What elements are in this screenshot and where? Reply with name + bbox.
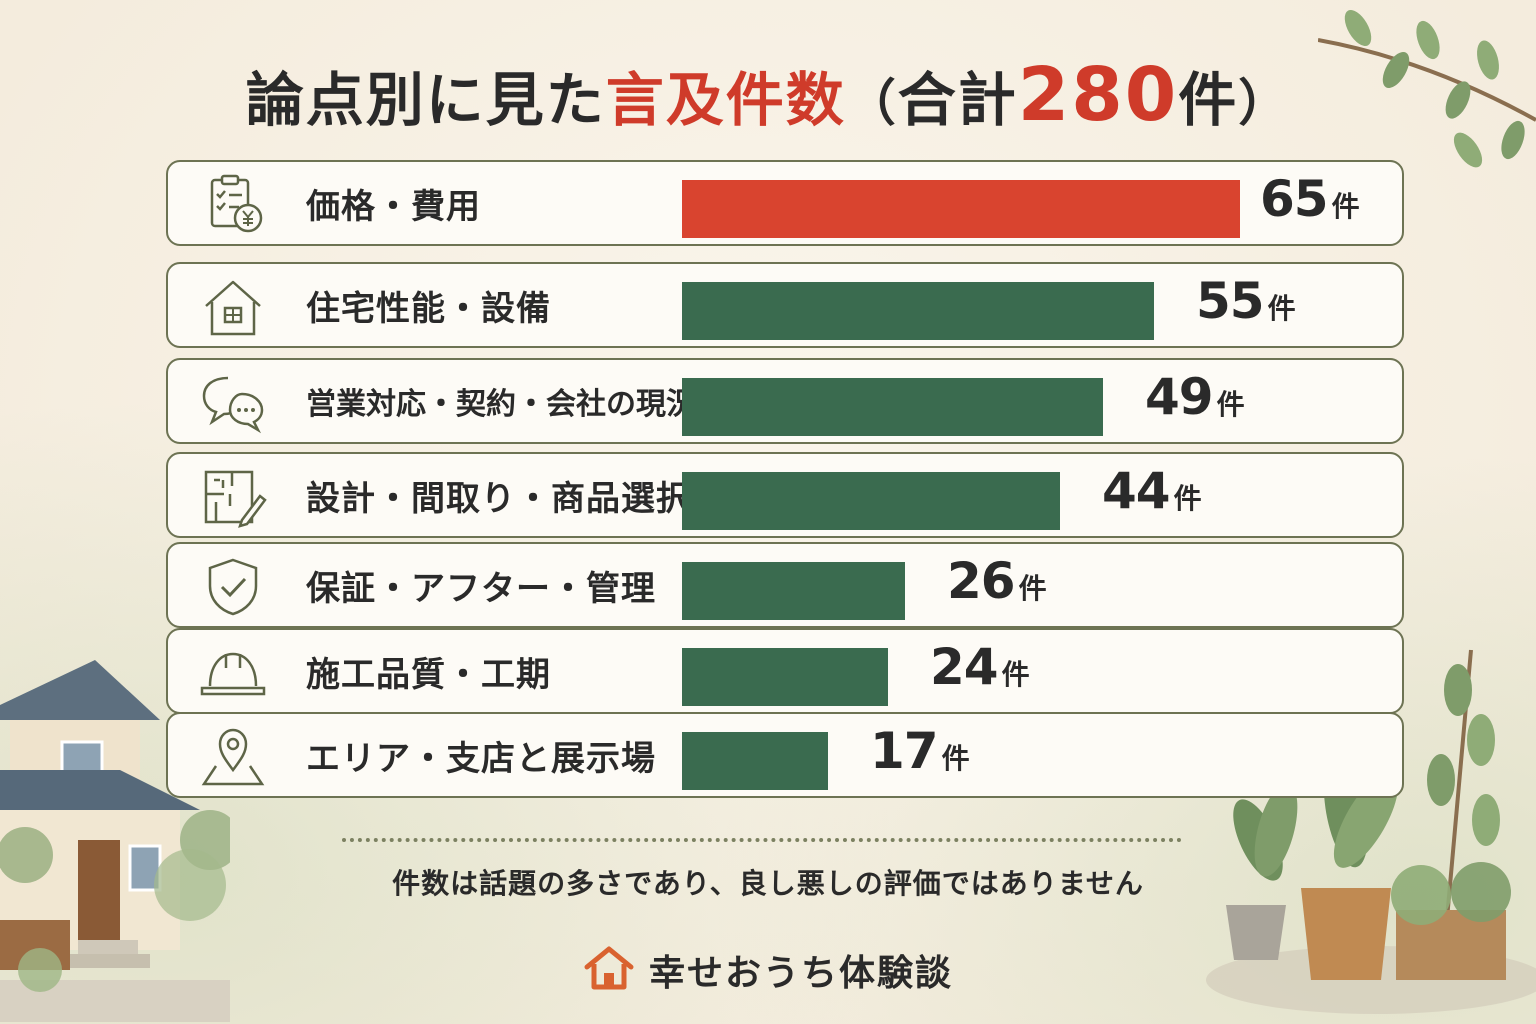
house-logo-icon [583,945,635,995]
value-label: 24 件 [930,638,1030,696]
title-total-label: 合計 [897,66,1018,134]
title-paren-close: ） [1238,74,1291,132]
title-total-unit: 件 [1178,66,1239,134]
house-illustration [0,660,230,1022]
value-label: 55 件 [1196,272,1296,330]
brand-name: 幸せおうち体験談 [648,953,953,994]
title-total-value: 280 [1017,52,1179,138]
value-number: 49 [1145,368,1214,426]
value-number: 44 [1102,462,1171,520]
brand: 幸せおうち体験談 [0,944,1536,996]
bar [682,282,1154,340]
value-label: 26 件 [947,552,1047,610]
house-icon [198,276,268,338]
value-unit: 件 [1018,572,1047,605]
chart-row: エリア・支店と展示場 17 件 [166,712,1404,798]
value-unit: 件 [1001,658,1030,691]
value-unit: 件 [1216,388,1245,421]
value-label: 65 件 [1260,170,1360,228]
chart-row: 住宅性能・設備 55 件 [166,262,1404,348]
clipboard-yen-icon [198,174,268,236]
shield-check-icon [198,556,268,618]
bar [682,562,905,620]
value-label: 49 件 [1145,368,1245,426]
chart-row: 価格・費用 65 件 [166,160,1404,246]
category-label: エリア・支店と展示場 [306,738,656,779]
bar [682,180,1240,238]
value-number: 24 [930,638,999,696]
value-label: 44 件 [1102,462,1202,520]
value-unit: 件 [1331,190,1360,223]
category-label: 営業対応・契約・会社の現況 [306,387,696,422]
category-label: 価格・費用 [306,186,481,227]
value-number: 26 [947,552,1016,610]
chart-row: 設計・間取り・商品選択 44 件 [166,452,1404,538]
category-label: 保証・アフター・管理 [306,568,656,609]
map-pin-icon [198,726,268,788]
chart-row: 施工品質・工期 24 件 [166,628,1404,714]
footnote: 件数は話題の多さであり、良し悪しの評価ではありません [392,867,1144,900]
title-accent: 言及件数 [605,66,846,134]
value-number: 65 [1260,170,1329,228]
bar [682,378,1103,436]
category-label: 設計・間取り・商品選択 [306,478,691,519]
value-number: 17 [870,722,939,780]
value-unit: 件 [1267,292,1296,325]
branch-illustration [1318,9,1536,168]
value-unit: 件 [941,742,970,775]
dotted-divider [342,838,1182,842]
chart-row: 保証・アフター・管理 26 件 [166,542,1404,628]
bar [682,472,1060,530]
bar [682,648,888,706]
bar [682,732,828,790]
value-number: 55 [1196,272,1265,330]
value-label: 17 件 [870,722,970,780]
chat-bubbles-icon [198,372,268,434]
chart-row: 営業対応・契約・会社の現況 49 件 [166,358,1404,444]
value-unit: 件 [1173,482,1202,515]
title-prefix: 論点別に見た [245,66,606,134]
title-paren-open: （ [845,74,898,132]
category-label: 住宅性能・設備 [306,288,551,329]
hard-hat-icon [198,642,268,704]
floorplan-pencil-icon [198,466,268,528]
category-label: 施工品質・工期 [306,654,551,695]
plants-illustration [1206,649,1536,1014]
chart-title: 論点別に見た言及件数（合計280件） [0,52,1536,138]
